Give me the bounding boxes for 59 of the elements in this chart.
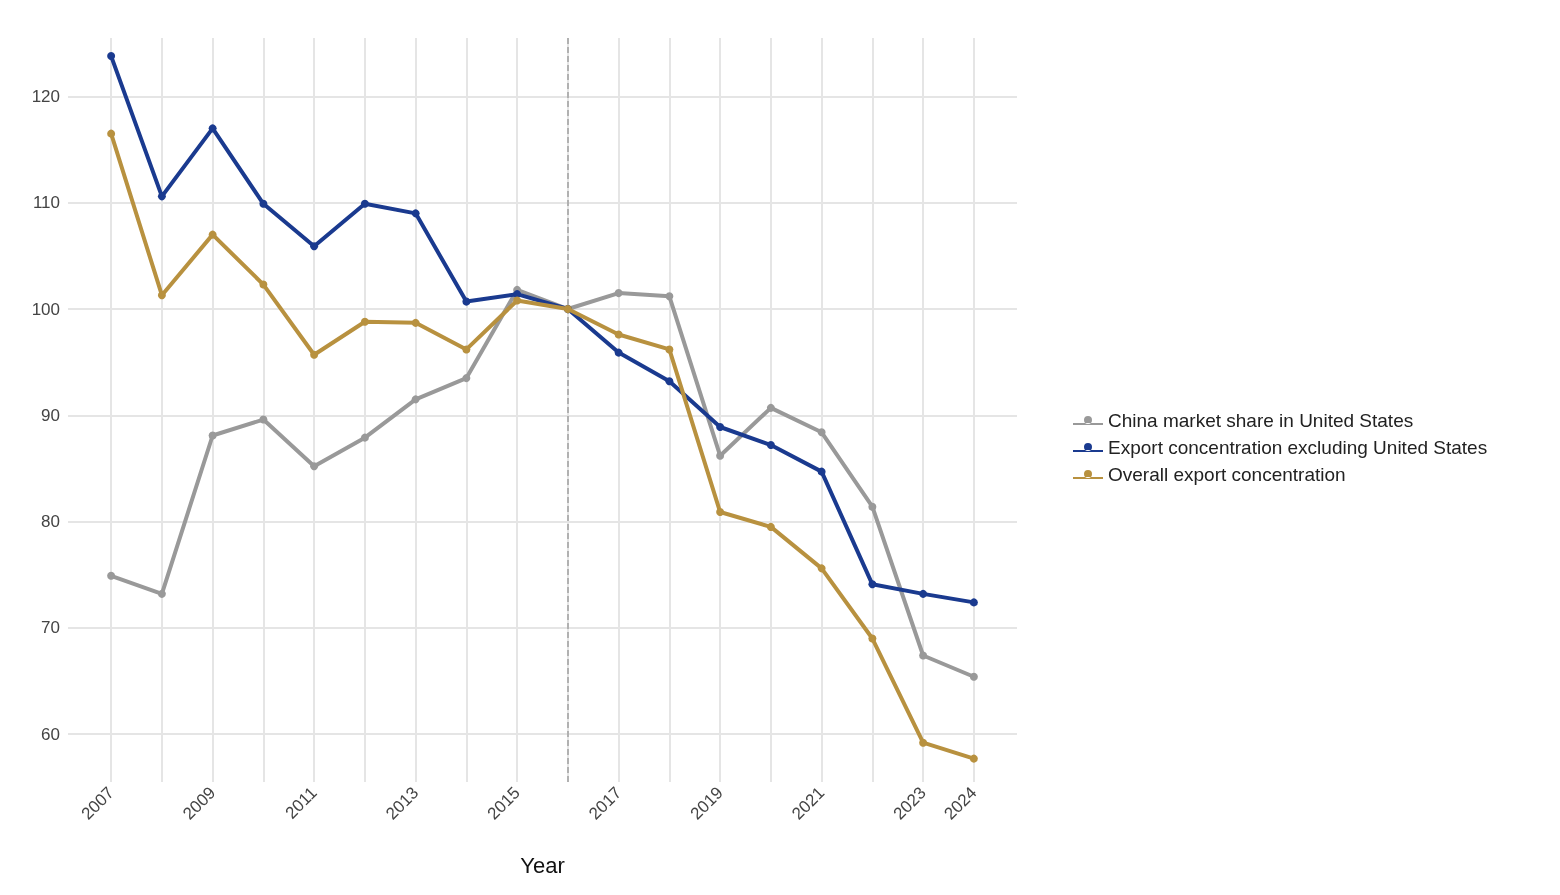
- y-tick-label: 90: [41, 405, 60, 425]
- point: [107, 129, 116, 138]
- point: [513, 290, 522, 299]
- point: [817, 428, 826, 437]
- point: [360, 199, 369, 208]
- legend-label: Export concentration excluding United States: [1108, 437, 1488, 458]
- point: [411, 318, 420, 327]
- point: [868, 580, 877, 589]
- point: [766, 403, 775, 412]
- point: [411, 395, 420, 404]
- point: [614, 330, 623, 339]
- point: [259, 280, 268, 289]
- y-tick-label: 120: [31, 86, 60, 106]
- point: [462, 297, 471, 306]
- point: [868, 502, 877, 511]
- y-tick-label: 100: [31, 299, 60, 319]
- point: [614, 348, 623, 357]
- y-tick-label: 110: [32, 193, 60, 213]
- point: [614, 289, 623, 298]
- point: [665, 292, 674, 301]
- point: [969, 598, 978, 607]
- point: [310, 242, 319, 251]
- point: [919, 738, 928, 747]
- legend-label: China market share in United States: [1108, 410, 1414, 431]
- point: [969, 672, 978, 681]
- point: [716, 423, 725, 431]
- point: [107, 571, 116, 580]
- point: [868, 634, 877, 643]
- point: [919, 589, 928, 598]
- point: [310, 462, 319, 471]
- point: [157, 291, 166, 300]
- point: [360, 317, 369, 326]
- legend-label: Overall export concentration: [1108, 464, 1346, 485]
- x-axis-title: Year: [520, 852, 565, 878]
- point: [462, 374, 471, 383]
- y-tick-label: 80: [41, 512, 60, 532]
- point: [259, 199, 268, 208]
- y-tick-label: 60: [41, 724, 60, 744]
- point: [969, 754, 978, 763]
- point: [665, 345, 674, 354]
- point: [817, 467, 826, 476]
- point: [462, 345, 471, 354]
- point: [716, 508, 725, 517]
- point: [766, 441, 775, 450]
- point: [665, 377, 674, 386]
- point: [208, 431, 217, 440]
- point: [157, 589, 166, 598]
- point: [310, 350, 319, 359]
- point: [513, 296, 522, 305]
- point: [107, 52, 116, 61]
- point: [766, 522, 775, 531]
- y-tick-label: 70: [41, 618, 60, 638]
- point: [360, 433, 369, 442]
- point: [817, 564, 826, 573]
- point: [259, 415, 268, 424]
- point: [208, 124, 217, 133]
- point: [411, 209, 420, 218]
- point: [208, 230, 217, 239]
- point: [919, 651, 928, 660]
